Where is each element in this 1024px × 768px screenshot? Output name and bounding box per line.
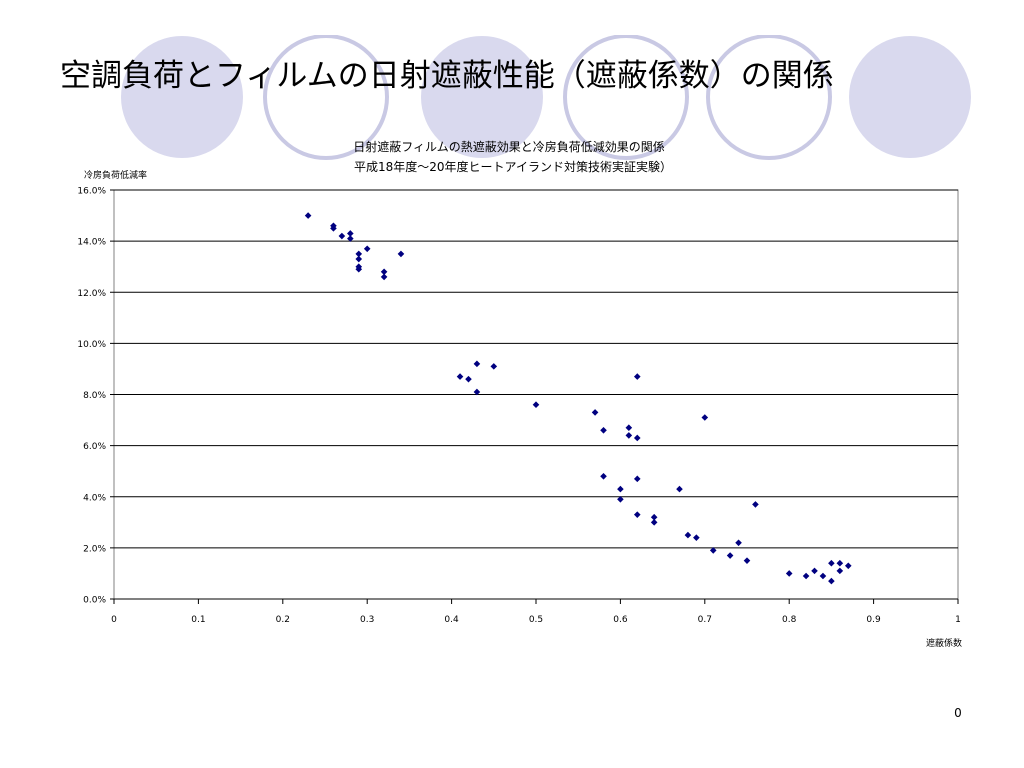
data-point	[355, 250, 363, 258]
data-point	[726, 552, 734, 559]
data-point	[844, 562, 852, 570]
y-axis-ticks: 0.0% 2.0% 4.0% 6.0% 8.0% 10.0% 12.0% 14.0% 16.0%	[77, 187, 114, 606]
data-point	[465, 375, 472, 383]
deco-circle-6	[849, 36, 971, 158]
data-point	[633, 511, 641, 518]
data-point	[617, 485, 624, 493]
data-point	[363, 245, 371, 253]
data-point	[473, 360, 481, 368]
x-axis-label: 遮蔽係数	[926, 637, 962, 649]
data-point	[836, 567, 844, 575]
x-tick-label: 0.9	[866, 615, 881, 625]
page-number: 0	[954, 706, 962, 720]
data-point	[811, 567, 818, 575]
data-point	[625, 432, 633, 439]
data-point	[473, 388, 481, 396]
data-point	[355, 265, 363, 273]
y-tick-label: 0.0%	[83, 596, 106, 606]
data-point	[836, 559, 844, 567]
x-tick-label: 0.5	[529, 615, 543, 625]
data-point	[633, 475, 641, 483]
data-point	[532, 401, 540, 409]
data-point	[684, 531, 692, 539]
data-point	[338, 232, 346, 240]
data-point	[785, 570, 793, 577]
data-point	[304, 212, 312, 219]
chart-title: 日射遮蔽フィルムの熱遮蔽効果と冷房負荷低減効果の関係	[353, 139, 665, 154]
data-points	[304, 212, 852, 585]
data-point	[617, 496, 624, 503]
decorative-circles	[121, 35, 971, 160]
data-point	[633, 434, 641, 442]
data-point	[709, 547, 717, 554]
deco-circle-1	[121, 36, 243, 158]
data-point	[650, 519, 658, 526]
slide-title: 空調負荷とフィルムの日射遮蔽性能（遮蔽係数）の関係	[60, 58, 834, 94]
deco-circle-4	[563, 35, 689, 160]
x-tick-label: 0.8	[782, 615, 797, 625]
data-point	[701, 414, 709, 421]
y-axis-label: 冷房負荷低減率	[84, 169, 147, 181]
data-point	[735, 539, 742, 547]
y-tick-label: 6.0%	[83, 442, 106, 452]
data-point	[591, 409, 599, 416]
data-point	[650, 513, 658, 521]
x-axis-ticks: 0 0.1 0.2 0.3 0.4 0.5 0.6 0.7 0.8 0.9 1	[111, 599, 961, 625]
data-point	[828, 577, 835, 585]
data-point	[752, 501, 759, 508]
y-tick-label: 12.0%	[77, 289, 106, 299]
chart-subtitle: 平成18年度～20年度ヒートアイランド対策技術実証実験）	[354, 159, 672, 174]
data-point	[828, 559, 835, 567]
x-tick-label: 1	[955, 615, 961, 625]
y-tick-label: 16.0%	[77, 187, 106, 197]
data-point	[330, 225, 337, 232]
data-point	[600, 426, 607, 434]
y-tick-label: 10.0%	[77, 340, 106, 350]
data-point	[355, 255, 363, 263]
data-point	[347, 230, 354, 237]
x-tick-label: 0.7	[698, 615, 712, 625]
deco-circle-5	[706, 35, 832, 160]
data-point	[380, 268, 388, 276]
data-point	[347, 235, 354, 242]
data-point	[743, 557, 751, 564]
y-tick-label: 14.0%	[77, 238, 106, 248]
y-tick-label: 4.0%	[83, 493, 106, 503]
data-point	[456, 373, 464, 380]
x-tick-label: 0.2	[276, 615, 290, 625]
x-tick-label: 0.1	[191, 615, 205, 625]
data-point	[380, 273, 388, 281]
data-point	[490, 363, 498, 370]
x-tick-label: 0.6	[613, 615, 628, 625]
y-tick-label: 8.0%	[83, 391, 106, 401]
deco-circle-2	[263, 35, 389, 160]
data-point	[633, 373, 641, 380]
data-point	[397, 250, 405, 258]
data-point	[625, 424, 633, 432]
data-point	[676, 485, 683, 493]
deco-circle-3	[421, 36, 543, 158]
y-tick-label: 2.0%	[83, 544, 106, 554]
data-point	[600, 473, 607, 480]
x-tick-label: 0	[111, 615, 117, 625]
gridlines	[114, 189, 958, 600]
x-tick-label: 0.4	[444, 615, 459, 625]
data-point	[802, 572, 810, 580]
data-point	[693, 534, 700, 541]
x-tick-label: 0.3	[360, 615, 374, 625]
data-point	[819, 572, 827, 580]
